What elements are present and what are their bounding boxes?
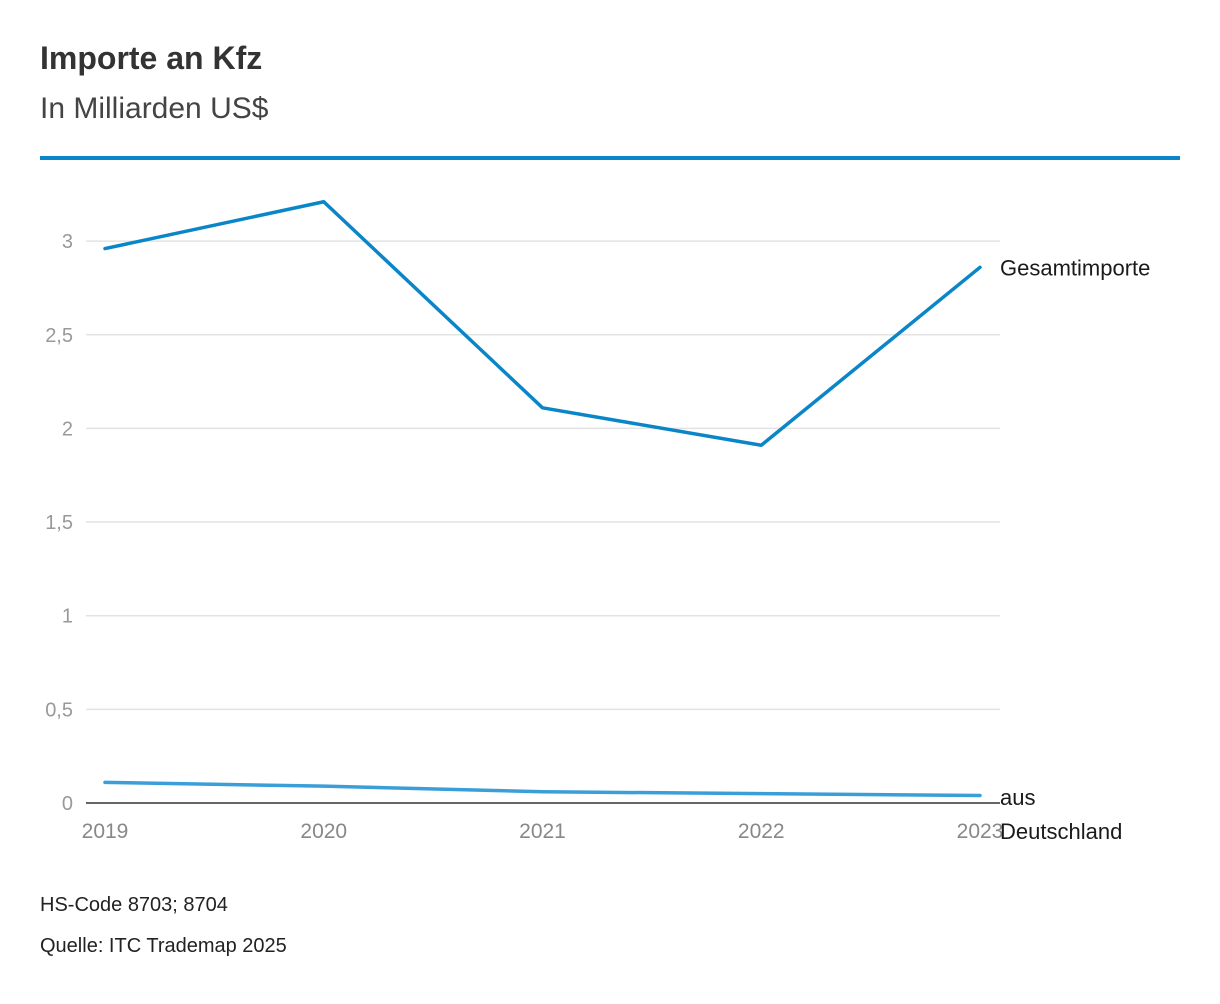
y-tick-label: 1,5 <box>45 512 73 534</box>
x-tick-label: 2019 <box>82 820 129 843</box>
x-tick-label: 2020 <box>300 820 347 843</box>
header-divider <box>40 156 1180 160</box>
y-tick-label: 3 <box>62 231 73 253</box>
y-tick-label: 0,5 <box>45 699 73 721</box>
chart-subtitle: In Milliarden US$ <box>40 92 269 125</box>
x-tick-label: 2022 <box>738 820 785 843</box>
source-note: Quelle: ITC Trademap 2025 <box>40 935 287 957</box>
y-tick-label: 2 <box>62 418 73 440</box>
series-labels: Gesamtimporte aus Deutschland <box>1000 255 1150 844</box>
chart-title: Importe an Kfz <box>40 40 263 76</box>
grid-lines <box>86 240 1000 804</box>
hs-code-note: HS-Code 8703; 8704 <box>40 894 228 916</box>
y-tick-label: 0 <box>62 793 73 815</box>
series-label-aus-deutschland: aus Deutschland <box>1000 785 1122 844</box>
series-line-aus-deutschland <box>103 780 982 798</box>
series-label-gesamtimporte: Gesamtimporte <box>1000 255 1150 280</box>
y-tick-label: 2,5 <box>45 325 73 347</box>
y-axis-ticks: 0 0,5 1 1,5 2 2,5 3 <box>45 231 73 815</box>
x-tick-label: 2021 <box>519 820 566 843</box>
x-axis-ticks: 2019 2020 2021 2022 2023 <box>82 820 1004 843</box>
x-tick-label: 2023 <box>957 820 1004 843</box>
y-tick-label: 1 <box>62 606 73 628</box>
series-line-gesamtimporte <box>103 200 982 448</box>
series-lines <box>103 200 982 798</box>
